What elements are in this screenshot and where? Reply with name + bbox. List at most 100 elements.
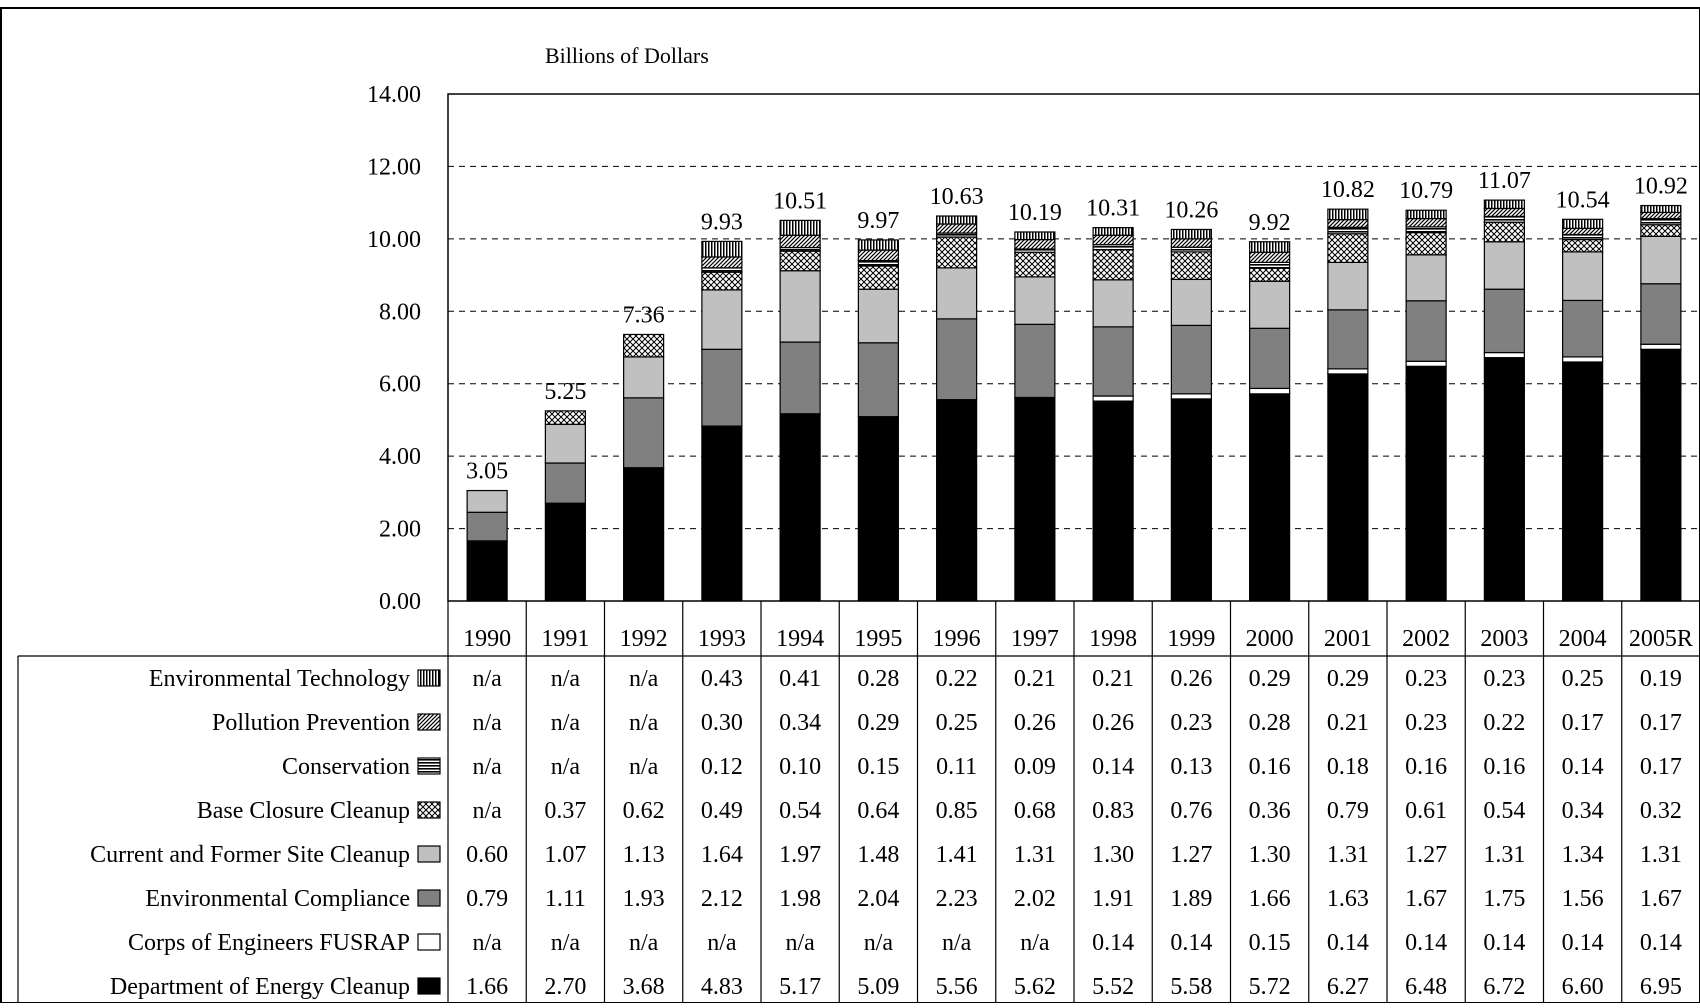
bar-segment — [1092, 400, 1134, 602]
bar-segment — [466, 489, 508, 513]
bar-segment — [466, 540, 508, 602]
table-cell: n/a — [629, 930, 659, 956]
x-category-label: 1996 — [933, 626, 981, 652]
table-cell: 1.31 — [1327, 842, 1369, 868]
table-cell: 1.11 — [545, 886, 586, 912]
bar-segment — [1483, 215, 1525, 223]
table-cell: 0.14 — [1170, 930, 1212, 956]
bar-segment — [1170, 246, 1212, 253]
table-cell: 0.29 — [1249, 666, 1291, 692]
table-cell: n/a — [472, 798, 502, 824]
bar-segment — [1405, 365, 1447, 602]
data-table: 1990 1991 1992 1993 1994 1995 1996 1997 1998 1999… — [17, 601, 1700, 1003]
bar-segment — [936, 215, 978, 225]
table-cell: 0.23 — [1405, 666, 1447, 692]
table-cell: 1.75 — [1483, 886, 1525, 912]
series-label: Base Closure Cleanup — [197, 798, 410, 824]
table-cell: 5.62 — [1014, 974, 1056, 1000]
bar-segment — [779, 270, 821, 343]
legend-swatch — [417, 713, 441, 731]
table-cell: 6.95 — [1640, 974, 1682, 1000]
bar-total-label: 9.92 — [1249, 210, 1291, 236]
table-cell: 0.37 — [544, 798, 586, 824]
table-cell: 0.79 — [1327, 798, 1369, 824]
x-category-label: 2005R — [1629, 626, 1693, 652]
bar-segment — [1092, 279, 1134, 328]
bar-total-label: 9.97 — [857, 208, 899, 234]
table-cell: 0.23 — [1483, 666, 1525, 692]
table-cell: 0.26 — [1014, 710, 1056, 736]
bar-segment — [1249, 327, 1291, 390]
bar-segment — [1327, 226, 1369, 235]
table-cell: 1.34 — [1562, 842, 1604, 868]
table-cell: 6.48 — [1405, 974, 1447, 1000]
bar-segment — [936, 399, 978, 602]
table-cell: 0.28 — [1249, 710, 1291, 736]
x-category-label: 1991 — [541, 626, 589, 652]
table-cell: 0.60 — [466, 842, 508, 868]
bar-segment — [1327, 233, 1369, 263]
bar-segment — [1483, 241, 1525, 290]
table-cell: 0.28 — [857, 666, 899, 692]
table-cell: 0.13 — [1170, 754, 1212, 780]
table-cell: 1.66 — [466, 974, 508, 1000]
bar-segment — [1170, 251, 1212, 281]
y-tick-label: 8.00 — [379, 299, 421, 325]
bar-segment — [779, 234, 821, 249]
bar-segment — [1249, 387, 1291, 395]
y-tick-label: 4.00 — [379, 444, 421, 470]
table-cell: 0.16 — [1483, 754, 1525, 780]
bar-segment — [1327, 309, 1369, 370]
bar-segment — [1640, 224, 1682, 237]
table-cell: 0.22 — [936, 666, 978, 692]
table-cell: 0.21 — [1092, 666, 1134, 692]
bar-segment — [701, 425, 743, 602]
bar-segment — [701, 289, 743, 350]
bar-segment — [1249, 393, 1291, 602]
table-cell: 0.34 — [1562, 798, 1604, 824]
x-category-label: 2003 — [1480, 626, 1528, 652]
bar-segment — [1170, 393, 1212, 400]
bar-segment — [1327, 373, 1369, 602]
y-tick-labels: 0.00 2.00 4.00 6.00 8.00 10.00 12.00 14.00 — [367, 82, 421, 615]
bar-segment — [1640, 343, 1682, 350]
series-label: Department of Energy Cleanup — [110, 974, 410, 1000]
bar-segment — [1483, 288, 1525, 354]
bar-segment — [1014, 396, 1056, 602]
table-cell: 3.68 — [623, 974, 665, 1000]
table-cell: 1.31 — [1640, 842, 1682, 868]
bar-segment — [1640, 235, 1682, 285]
bar-total-label: 9.93 — [701, 209, 743, 235]
table-cell: 0.29 — [1327, 666, 1369, 692]
y-tick-label: 10.00 — [367, 227, 421, 253]
table-cell: 0.54 — [779, 798, 821, 824]
table-cell: 0.26 — [1170, 666, 1212, 692]
bar-total-label: 10.92 — [1634, 174, 1688, 200]
x-category-label: 1993 — [698, 626, 746, 652]
table-cell: 0.26 — [1092, 710, 1134, 736]
table-cell: 0.17 — [1562, 710, 1604, 736]
legend-swatch — [417, 757, 441, 775]
table-cell: 1.98 — [779, 886, 821, 912]
table-cell: 1.30 — [1092, 842, 1134, 868]
bar-segment — [857, 249, 899, 262]
x-category-label: 1994 — [776, 626, 824, 652]
x-category-label: 2002 — [1402, 626, 1450, 652]
bar-segment — [1640, 211, 1682, 220]
bar-segment — [544, 502, 586, 602]
bar-segment — [1014, 323, 1056, 399]
bar-segment — [701, 271, 743, 291]
legend-swatch — [417, 801, 441, 819]
bar-segment — [936, 223, 978, 234]
legend-swatch — [417, 669, 441, 687]
table-cell: 0.62 — [623, 798, 665, 824]
bar-total-label: 10.63 — [930, 184, 984, 210]
table-cell: 6.72 — [1483, 974, 1525, 1000]
bar-segment — [1405, 360, 1447, 367]
table-cell: 0.09 — [1014, 754, 1056, 780]
table-cell: 1.63 — [1327, 886, 1369, 912]
table-cell: 1.27 — [1170, 842, 1212, 868]
table-cell: 0.23 — [1405, 710, 1447, 736]
